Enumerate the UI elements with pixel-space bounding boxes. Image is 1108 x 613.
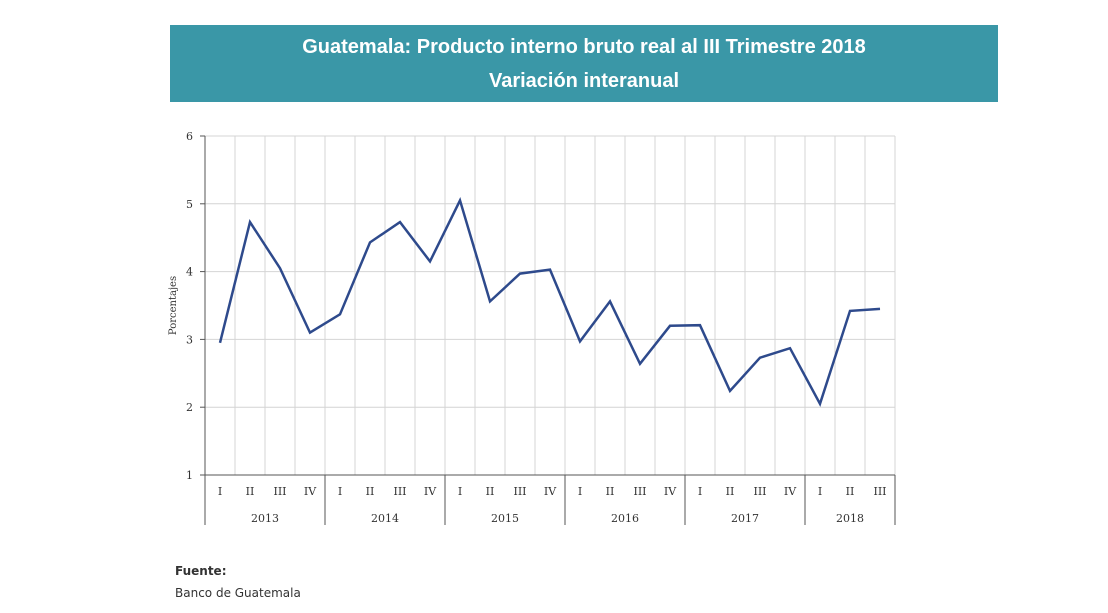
quarter-tick-label: III <box>513 485 526 498</box>
y-tick-label: 1 <box>186 469 193 482</box>
year-tick-label: 2014 <box>371 512 399 525</box>
quarter-tick-label: III <box>753 485 766 498</box>
series-layer <box>218 196 881 407</box>
y-tick-label: 6 <box>186 130 193 143</box>
quarter-tick-label: I <box>458 485 462 498</box>
source-text: Banco de Guatemala <box>175 586 301 600</box>
quarter-tick-label: III <box>633 485 646 498</box>
quarter-tick-label: I <box>218 485 222 498</box>
series-line <box>218 196 881 407</box>
quarter-tick-label: I <box>578 485 582 498</box>
y-tick-label: 2 <box>186 401 193 414</box>
grid-lines <box>205 135 896 476</box>
quarter-tick-label: II <box>846 485 855 498</box>
year-tick-label: 2016 <box>611 512 639 525</box>
y-tick-label: 5 <box>186 198 193 211</box>
quarter-tick-label: I <box>818 485 822 498</box>
y-tick-label: 3 <box>186 333 193 346</box>
year-tick-label: 2018 <box>836 512 864 525</box>
quarter-tick-label: III <box>873 485 886 498</box>
quarter-tick-label: II <box>726 485 735 498</box>
quarter-tick-label: II <box>486 485 495 498</box>
quarter-tick-label: I <box>338 485 342 498</box>
chart-title: Guatemala: Producto interno bruto real a… <box>302 35 866 58</box>
quarter-tick-label: IV <box>544 485 557 498</box>
quarter-tick-label: IV <box>424 485 437 498</box>
quarter-tick-label: II <box>366 485 375 498</box>
quarter-tick-label: III <box>393 485 406 498</box>
source-label: Fuente: <box>175 564 227 578</box>
year-tick-label: 2015 <box>491 512 519 525</box>
year-tick-label: 2017 <box>731 512 759 525</box>
y-axis-title: Porcentajes <box>168 276 179 335</box>
quarter-tick-label: IV <box>784 485 797 498</box>
chart-subtitle: Variación interanual <box>488 69 680 92</box>
axes <box>200 135 896 525</box>
quarter-tick-label: I <box>698 485 702 498</box>
source-note: Fuente: Banco de Guatemala <box>175 560 301 604</box>
quarter-tick-label: II <box>606 485 615 498</box>
quarter-tick-label: III <box>273 485 286 498</box>
chart-title-banner: Guatemala: Producto interno bruto real a… <box>170 25 998 102</box>
quarter-tick-label: IV <box>304 485 317 498</box>
quarter-tick-label: II <box>246 485 255 498</box>
quarter-tick-label: IV <box>664 485 677 498</box>
y-tick-label: 4 <box>186 266 193 279</box>
year-tick-label: 2013 <box>251 512 279 525</box>
